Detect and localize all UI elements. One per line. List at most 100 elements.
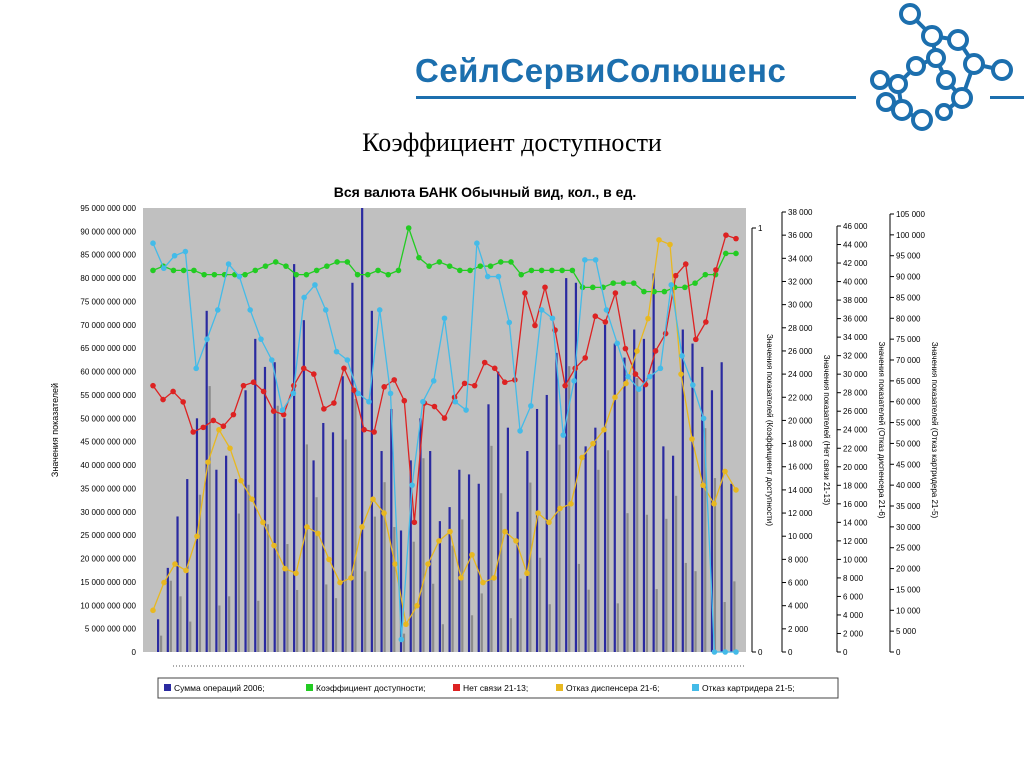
bar (179, 596, 182, 652)
series-point (458, 575, 464, 581)
bar (538, 557, 542, 652)
series-point (463, 407, 469, 413)
y-left-tick-label: 40 000 000 000 (80, 461, 136, 470)
series-point (290, 390, 297, 397)
y-right-tick-label: 26 000 (843, 407, 868, 416)
y-right-tick-label: 80 000 (896, 314, 921, 323)
y-right-tick-label: 16 000 (843, 500, 868, 509)
bar (305, 444, 308, 652)
series-point (625, 373, 631, 380)
series-point (250, 379, 257, 386)
legend-box (157, 677, 839, 699)
y-right-tick-label: 95 000 (896, 252, 921, 261)
bar (383, 482, 386, 652)
series-point (401, 397, 408, 404)
series-point (403, 621, 409, 628)
bar (548, 604, 551, 652)
bar (364, 571, 367, 652)
bar (198, 494, 202, 652)
series-point (326, 556, 332, 563)
series-point (210, 417, 217, 424)
y-right-tick-label: 55 000 (896, 419, 921, 428)
bar (487, 404, 490, 652)
series-point (700, 482, 706, 489)
series-point (538, 307, 545, 313)
series-point (491, 365, 498, 372)
bar (273, 362, 276, 652)
y-right-tick-label: 20 000 (896, 565, 921, 574)
bar (723, 602, 726, 652)
series-point (381, 384, 387, 390)
y-right-tick-label: 10 000 (788, 532, 813, 541)
y-right-tick-label: 0 (843, 648, 848, 657)
series-point (324, 263, 330, 269)
bar (636, 378, 639, 652)
series-point (612, 290, 619, 296)
series-point (411, 519, 418, 526)
bar (480, 593, 483, 652)
series-point (689, 436, 695, 442)
y-right-tick-label: 10 000 (896, 606, 921, 615)
series-point (395, 267, 402, 274)
series-point (225, 261, 232, 267)
bar (302, 320, 305, 652)
series-point (170, 388, 176, 395)
bar (393, 527, 396, 652)
y-right-tick-label: 44 000 (843, 241, 868, 250)
y-right-tick-label: 42 000 (843, 259, 868, 268)
series-point (183, 567, 189, 574)
bar (529, 482, 532, 652)
y-left-tick-label: 85 000 000 000 (80, 251, 136, 260)
series-point (190, 429, 197, 435)
series-point (562, 382, 568, 389)
series-point (528, 267, 535, 274)
bar (519, 578, 522, 652)
legend-label: Отказ диспенсера 21-6; (566, 683, 659, 693)
series-point (414, 602, 420, 609)
bar (652, 273, 655, 652)
bar (373, 516, 376, 652)
series-point (193, 365, 199, 372)
bar (429, 451, 432, 652)
y-left-tick-label: 45 000 000 000 (80, 438, 136, 447)
series-point (480, 579, 486, 586)
series-point (579, 454, 585, 461)
series-point (240, 382, 247, 389)
bar (642, 338, 646, 652)
y-left-tick-label: 20 000 000 000 (80, 555, 136, 564)
series-point (524, 570, 530, 577)
series-point (538, 267, 545, 274)
y-left-axis-label: Значения показателей (50, 383, 60, 477)
y-right-tick-label: 22 000 (788, 393, 813, 402)
series-point (431, 403, 438, 410)
bar (694, 571, 697, 652)
series-point (513, 538, 519, 544)
bar (730, 483, 733, 652)
bar (506, 427, 509, 652)
y-right-tick-label: 75 000 (896, 335, 921, 344)
series-point (242, 271, 248, 278)
bar (402, 633, 406, 652)
y-right-tick-label: 2 000 (843, 629, 864, 638)
series-point (430, 378, 437, 384)
legend-label: Коэффициент доступности; (316, 683, 426, 693)
bar (438, 521, 441, 652)
y-right-tick-label: 30 000 (896, 523, 921, 532)
bar (228, 596, 231, 652)
bar (254, 338, 257, 652)
series-point (645, 315, 651, 322)
series-point (420, 398, 426, 405)
bar (674, 495, 678, 652)
series-line (152, 225, 736, 293)
company-logo: СейлСервиСолюшенс (415, 52, 787, 89)
y-left-tick-label: 60 000 000 000 (80, 368, 136, 377)
series-point (560, 432, 567, 438)
y-right-tick-label: 26 000 (788, 347, 813, 356)
series-point (282, 565, 288, 572)
bar (234, 479, 237, 652)
bar (701, 366, 704, 652)
series-point (425, 561, 431, 567)
series-point (170, 267, 177, 274)
bar (341, 376, 344, 652)
series-point (426, 263, 432, 269)
